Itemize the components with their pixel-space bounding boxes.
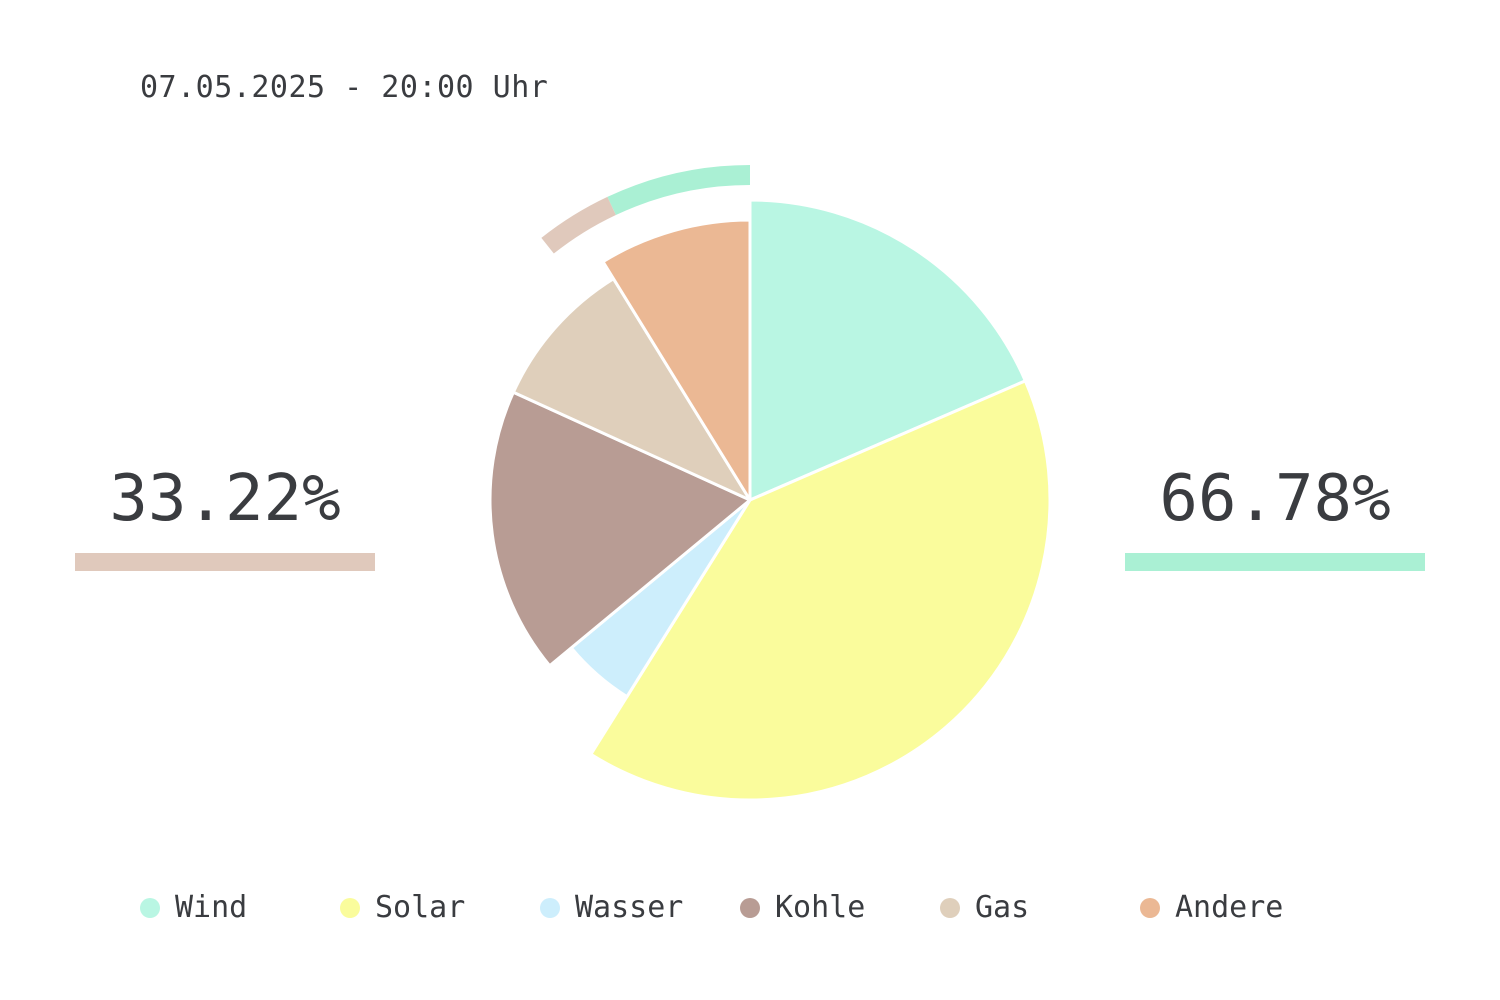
pie-slice-andere [601, 218, 752, 502]
legend-item-andere: Andere [1140, 890, 1340, 925]
legend-item-solar: Solar [340, 890, 540, 925]
legend-swatch-solar [340, 897, 360, 918]
pie-slice-gas [511, 277, 752, 502]
pie-slice-solar [589, 379, 1052, 802]
chart-timestamp: 07.05.2025 - 20:00 Uhr [140, 70, 549, 105]
chart-legend: Wind Solar Wasser Kohle Gas Andere [140, 890, 1340, 925]
pie-slice-wind [748, 198, 1027, 502]
legend-label-solar: Solar [375, 890, 466, 925]
legend-label-andere: Andere [1175, 890, 1284, 925]
pie-slice-kohle [488, 390, 752, 668]
legend-swatch-kohle [740, 897, 760, 918]
legend-swatch-andere [1140, 897, 1160, 918]
legend-item-wind: Wind [140, 890, 340, 925]
renewable-share-bar [1125, 553, 1425, 571]
renewable-share-percent: 66.78% [1159, 462, 1391, 536]
legend-item-kohle: Kohle [740, 890, 940, 925]
legend-label-kohle: Kohle [775, 890, 866, 925]
fossil-share-bar [75, 553, 375, 571]
outer-arc-0 [607, 165, 751, 216]
outer-arc-1 [541, 196, 616, 254]
legend-label-wasser: Wasser [575, 890, 684, 925]
legend-swatch-wind [140, 897, 160, 918]
legend-swatch-gas [940, 897, 960, 918]
legend-item-gas: Gas [940, 890, 1140, 925]
legend-item-wasser: Wasser [540, 890, 740, 925]
legend-label-gas: Gas [975, 890, 1030, 925]
fossil-share-percent: 33.22% [109, 462, 341, 536]
legend-swatch-wasser [540, 897, 560, 918]
legend-label-wind: Wind [175, 890, 248, 925]
